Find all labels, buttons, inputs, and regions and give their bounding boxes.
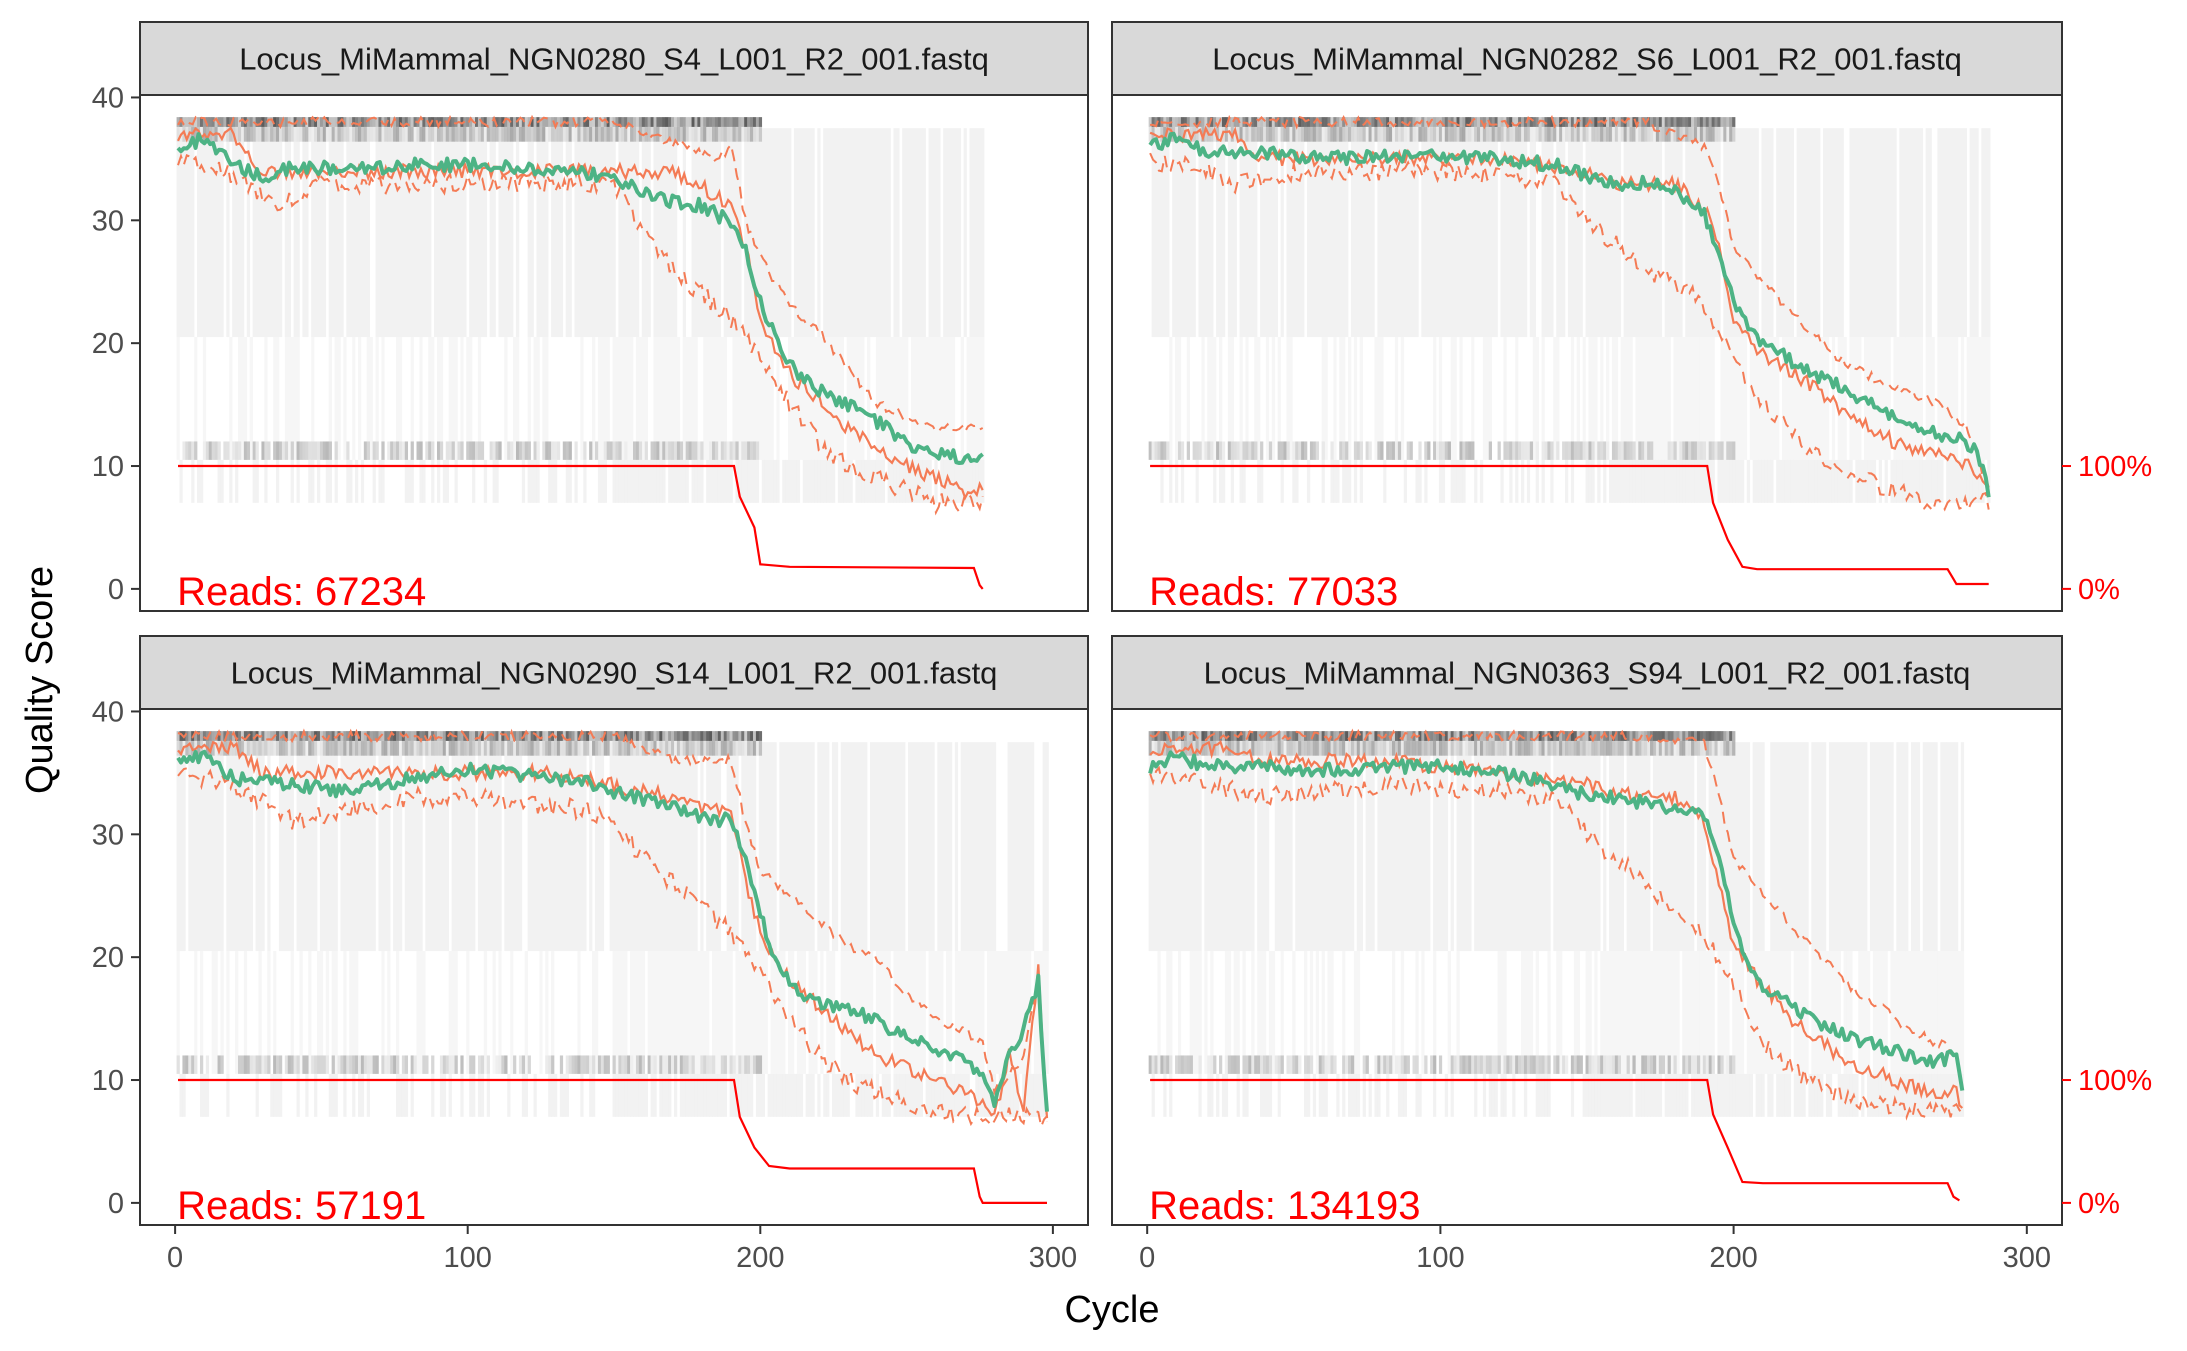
mean-quality-line [176,132,984,465]
median-line [1149,739,1964,1109]
y-tick-label: 10 [92,1065,124,1097]
reads-pct-tick-label: 100% [2078,451,2152,483]
facet-strip [139,21,1089,96]
panel-border [1111,708,2063,1226]
reads-pct-tick-label: 0% [2078,574,2120,606]
x-tick-label: 300 [1029,1242,1077,1274]
mean-quality-line [176,749,1049,1112]
reads-count-label: Reads: 57191 [177,1184,426,1228]
lower-quartile-line [1149,152,1990,513]
facet-strip [139,635,1089,710]
quality-heatmap [176,731,1049,1117]
panel-border [139,708,1089,1226]
quality-heatmap [1148,731,1965,1117]
x-tick-label: 300 [2003,1242,2051,1274]
reads-pct-tick-label: 0% [2078,1188,2120,1220]
facet-strip-title: Locus_MiMammal_NGN0282_S6_L001_R2_001.fa… [1212,42,1962,77]
y-tick-label: 30 [92,205,124,237]
cumulative-reads-line [1150,1078,1960,1202]
upper-quartile-line [1149,728,1963,1060]
y-tick-label: 10 [92,451,124,483]
x-tick-label: 200 [736,1242,784,1274]
facet-panel: Locus_MiMammal_NGN0290_S14_L001_R2_001.f… [92,635,1089,1274]
facet-panels: Locus_MiMammal_NGN0280_S4_L001_R2_001.fa… [92,21,2152,1274]
y-tick-label: 20 [92,328,124,360]
cumulative-reads-line [178,1078,1047,1204]
upper-quartile-line [177,114,984,434]
panel-border [1111,94,2063,612]
cumulative-reads-line [178,464,984,590]
y-tick-label: 0 [108,574,124,606]
reads-count-label: Reads: 77033 [1149,570,1398,614]
panel-border [139,94,1089,612]
facet-panel: Locus_MiMammal_NGN0363_S94_L001_R2_001.f… [1111,635,2152,1274]
mean-quality-line [1148,750,1965,1091]
y-tick-label: 20 [92,942,124,974]
y-tick-label: 40 [92,696,124,728]
reads-count-label: Reads: 67234 [177,570,426,614]
cumulative-reads-line [1150,464,1989,586]
facet-strip-title: Locus_MiMammal_NGN0280_S4_L001_R2_001.fa… [239,42,989,77]
facet-strip [1111,635,2063,710]
reads-count-label: Reads: 134193 [1149,1184,1420,1228]
facet-panel: Locus_MiMammal_NGN0280_S4_L001_R2_001.fa… [92,21,1089,614]
reads-pct-tick-label: 100% [2078,1065,2152,1097]
facet-strip-title: Locus_MiMammal_NGN0363_S94_L001_R2_001.f… [1204,656,1971,691]
lower-quartile-line [177,767,1048,1130]
x-tick-label: 0 [167,1242,183,1274]
median-line [177,738,1049,1119]
x-tick-label: 100 [444,1242,492,1274]
y-axis-title: Quality Score [19,566,61,794]
upper-quartile-line [177,728,1048,1122]
facet-strip [1111,21,2063,96]
x-tick-label: 200 [1709,1242,1757,1274]
upper-quartile-line [1150,114,1990,488]
facet-panel: Locus_MiMammal_NGN0282_S6_L001_R2_001.fa… [1111,21,2152,614]
y-tick-label: 40 [92,82,124,114]
y-tick-label: 0 [108,1188,124,1220]
x-axis-title: Cycle [1064,1289,1159,1331]
facet-strip-title: Locus_MiMammal_NGN0290_S14_L001_R2_001.f… [231,656,998,691]
mean-quality-line [1148,131,1991,498]
lower-quartile-line [177,152,984,516]
lower-quartile-line [1149,765,1964,1121]
quality-heatmap [176,117,985,503]
x-tick-label: 0 [1139,1242,1155,1274]
y-tick-label: 30 [92,819,124,851]
x-tick-label: 100 [1416,1242,1464,1274]
quality-heatmap [1148,117,1991,503]
